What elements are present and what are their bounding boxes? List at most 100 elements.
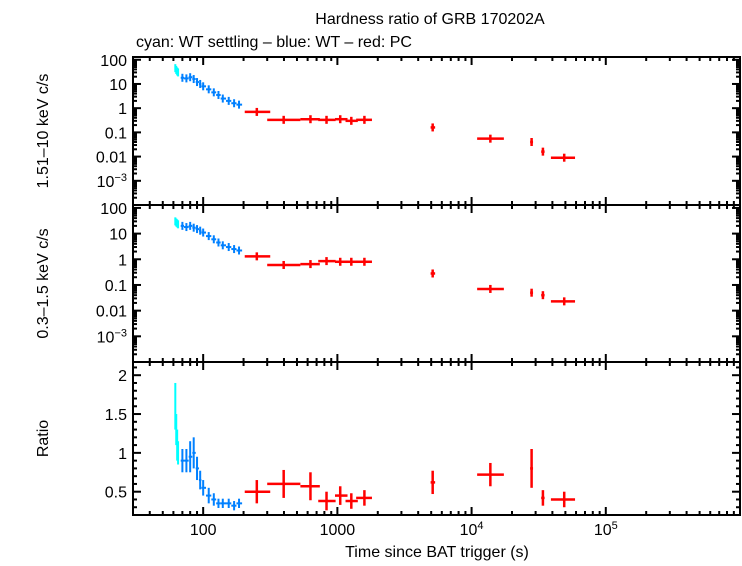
data-point <box>188 221 193 230</box>
data-point <box>220 241 227 250</box>
data-point <box>184 223 189 232</box>
data-point <box>300 472 320 501</box>
panel-frame <box>132 361 741 516</box>
data-point <box>530 448 534 488</box>
data-point <box>211 88 217 97</box>
data-point <box>530 138 534 147</box>
x-tick-label: 105 <box>594 520 618 539</box>
data-point <box>236 100 243 109</box>
data-point <box>318 491 336 511</box>
data-point <box>180 448 185 473</box>
data-point <box>184 448 189 473</box>
series-pc <box>244 107 576 162</box>
data-point <box>195 456 199 481</box>
data-point <box>477 462 504 487</box>
y-axis-label-ratio: Ratio <box>35 420 52 457</box>
data-point <box>550 297 576 306</box>
data-point <box>188 441 193 473</box>
data-point <box>180 221 185 230</box>
y-tick-label: 0.01 <box>96 304 127 321</box>
data-point <box>335 257 348 266</box>
data-point <box>430 269 436 278</box>
data-point <box>216 238 221 247</box>
data-point <box>345 493 358 509</box>
data-point <box>198 79 202 88</box>
data-point <box>541 490 545 506</box>
y-tick-label: 10−3 <box>97 327 127 346</box>
data-point <box>345 257 358 266</box>
data-point <box>335 115 348 124</box>
data-point <box>226 243 232 252</box>
data-point <box>184 74 189 83</box>
data-point <box>201 82 207 91</box>
data-point <box>195 225 199 234</box>
data-point <box>201 480 207 496</box>
panel-soft: 100 10 1 0.1 0.01 10−3 0.3–1.5 keV c/s <box>35 201 741 363</box>
panel-frame <box>132 204 741 363</box>
y-tick-label: 100 <box>100 53 127 70</box>
x-axis-label: Time since BAT trigger (s) <box>345 544 529 561</box>
y-axis-label-hard: 1.51–10 keV c/s <box>35 74 52 189</box>
panel-frame <box>132 56 741 206</box>
data-point <box>216 498 221 509</box>
data-point <box>177 220 180 229</box>
data-point <box>345 116 358 125</box>
data-point <box>236 246 243 255</box>
data-point <box>206 487 212 504</box>
data-point <box>192 437 196 469</box>
y-tick-label: 1 <box>118 101 127 118</box>
y-tick-label: 1.5 <box>105 407 127 424</box>
panel-hard: 100 10 1 0.1 0.01 10−3 1.51–10 keV c/s <box>35 53 741 206</box>
series-pc <box>244 252 576 306</box>
y-tick-label: 10 <box>109 77 127 94</box>
data-point <box>335 486 348 505</box>
data-point <box>318 115 336 124</box>
data-point <box>356 115 372 124</box>
data-point <box>267 115 301 124</box>
data-point <box>550 153 576 162</box>
y-tick-label: 0.1 <box>105 278 127 295</box>
data-point <box>206 85 212 94</box>
data-point <box>211 493 217 506</box>
y-tick-label: 1 <box>118 252 127 269</box>
series-wt <box>180 437 243 511</box>
chart-subtitle: cyan: WT settling – blue: WT – red: PC <box>136 34 412 51</box>
data-point <box>356 490 372 506</box>
data-point <box>236 498 243 509</box>
data-point <box>430 470 436 495</box>
data-point <box>192 223 196 232</box>
series-wt <box>180 73 243 109</box>
data-point <box>300 115 320 124</box>
chart-title: Hardness ratio of GRB 170202A <box>315 11 545 28</box>
data-point <box>267 469 301 498</box>
x-tick-label: 1000 <box>320 522 356 539</box>
data-point <box>231 99 237 108</box>
data-point <box>244 107 271 116</box>
data-point <box>177 441 180 465</box>
data-point <box>244 252 271 261</box>
y-tick-label: 10 <box>109 227 127 244</box>
series-wt-settling <box>174 382 180 465</box>
data-point <box>244 480 271 504</box>
y-tick-label: 0.01 <box>96 150 127 167</box>
data-point <box>231 245 237 254</box>
data-point <box>206 232 212 241</box>
data-point <box>220 94 227 103</box>
data-point <box>267 260 301 269</box>
data-point <box>530 288 534 297</box>
data-point <box>211 235 217 244</box>
y-tick-label: 100 <box>100 201 127 218</box>
data-point <box>198 226 202 235</box>
data-point <box>198 470 202 490</box>
data-point <box>231 501 237 511</box>
data-point <box>477 284 504 293</box>
y-tick-label: 0.1 <box>105 125 127 142</box>
data-point <box>300 260 320 269</box>
series-wt-settling <box>174 217 180 229</box>
data-point <box>216 91 221 100</box>
y-tick-label: 0.5 <box>105 485 127 502</box>
y-tick-label: 10−3 <box>97 172 127 191</box>
data-point <box>195 78 199 87</box>
data-point <box>477 134 504 143</box>
